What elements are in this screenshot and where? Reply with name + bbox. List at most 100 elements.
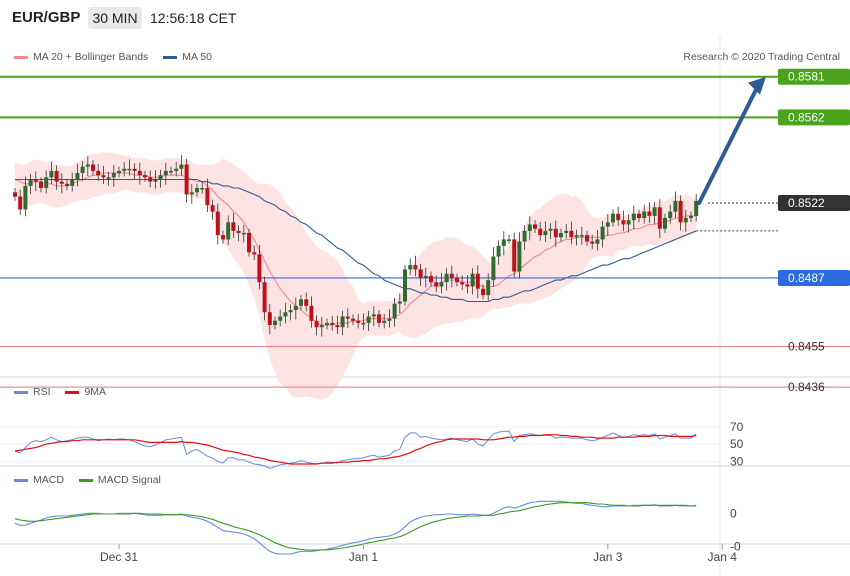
clock-label: 12:56:18 CET bbox=[150, 10, 237, 26]
candle-body bbox=[179, 164, 184, 169]
bollinger-legend-label: MA 20 + Bollinger Bands bbox=[33, 51, 149, 63]
candle-body bbox=[44, 177, 49, 189]
candle-body bbox=[507, 239, 511, 241]
candle-body bbox=[231, 222, 236, 231]
candle-body bbox=[325, 322, 329, 326]
candle-body bbox=[543, 230, 548, 236]
candle-body bbox=[200, 188, 205, 190]
candle-body bbox=[403, 269, 407, 302]
level-tag-current-2: 0.8522 bbox=[788, 196, 825, 210]
candle-body bbox=[621, 220, 626, 225]
macd-line bbox=[14, 500, 697, 555]
candle-body bbox=[169, 170, 173, 173]
rsi-legend: RSI 9MA bbox=[14, 386, 106, 398]
ma50-swatch bbox=[163, 55, 178, 59]
level-tag-support-4: 0.8455 bbox=[788, 339, 825, 353]
symbol-label: EUR/GBP bbox=[12, 9, 81, 26]
candle-body bbox=[252, 252, 257, 255]
candle-body bbox=[595, 239, 600, 244]
macd-tick-label: 0 bbox=[730, 506, 737, 520]
candle-body bbox=[392, 303, 397, 319]
candle-body bbox=[585, 235, 589, 242]
candle-body bbox=[221, 235, 225, 240]
candle-body bbox=[590, 241, 595, 244]
x-tick-label: Jan 3 bbox=[593, 550, 623, 564]
candle-body bbox=[397, 301, 402, 304]
candle-body bbox=[267, 312, 272, 326]
candle-body bbox=[75, 173, 80, 180]
candle-body bbox=[559, 233, 563, 238]
chart-header: EUR/GBP 30 MIN 12:56:18 CET bbox=[0, 0, 850, 36]
candle-body bbox=[564, 230, 569, 233]
candle-body bbox=[143, 175, 147, 178]
candle-body bbox=[387, 318, 392, 321]
candle-body bbox=[174, 168, 179, 171]
candle-body bbox=[486, 280, 491, 296]
candle-body bbox=[39, 181, 43, 189]
candle-body bbox=[626, 220, 631, 225]
candles-group bbox=[13, 155, 699, 337]
candle-body bbox=[366, 316, 371, 323]
candle-body bbox=[23, 185, 28, 210]
candle-body bbox=[668, 211, 673, 219]
candle-body bbox=[210, 205, 215, 212]
candle-body bbox=[475, 273, 480, 289]
candle-body bbox=[335, 325, 340, 328]
candle-body bbox=[408, 265, 413, 270]
rsi-ma-swatch bbox=[65, 390, 80, 394]
x-tick-label: Jan 1 bbox=[349, 550, 379, 564]
candle-body bbox=[293, 305, 298, 311]
rsi-tick-label: 50 bbox=[730, 437, 744, 451]
candle-body bbox=[512, 239, 517, 272]
candle-body bbox=[470, 273, 475, 287]
candle-body bbox=[122, 168, 127, 171]
candle-body bbox=[278, 316, 283, 321]
x-tick-label: Jan 4 bbox=[708, 550, 738, 564]
candle-body bbox=[423, 275, 428, 278]
candle-body bbox=[247, 233, 251, 253]
level-tag-pivot-3: 0.8487 bbox=[788, 271, 825, 285]
candle-body bbox=[418, 269, 423, 278]
candle-body bbox=[689, 215, 693, 219]
candle-body bbox=[678, 200, 683, 223]
timeframe-button[interactable]: 30 MIN bbox=[88, 7, 142, 29]
candle-body bbox=[340, 316, 345, 328]
candle-body bbox=[70, 179, 75, 186]
candle-body bbox=[158, 175, 163, 180]
candle-body bbox=[371, 314, 376, 317]
level-tag-resistance-0: 0.8581 bbox=[788, 70, 825, 84]
candle-body bbox=[101, 175, 106, 178]
candle-body bbox=[652, 207, 657, 216]
candle-body bbox=[304, 299, 309, 306]
candle-body bbox=[106, 177, 111, 179]
ma50-legend-label: MA 50 bbox=[182, 51, 212, 63]
candle-body bbox=[148, 177, 153, 182]
candle-body bbox=[111, 173, 116, 178]
candle-body bbox=[96, 170, 101, 176]
candle-body bbox=[351, 318, 355, 321]
candle-body bbox=[517, 241, 522, 272]
macd-signal-legend-label: MACD Signal bbox=[97, 474, 161, 486]
level-tag-bg-2 bbox=[778, 195, 850, 212]
projection-arrow-shaft bbox=[697, 83, 760, 206]
candle-body bbox=[91, 164, 95, 171]
candle-body bbox=[657, 207, 662, 229]
candle-body bbox=[683, 218, 688, 223]
candle-body bbox=[569, 230, 574, 238]
candle-body bbox=[288, 310, 293, 313]
candle-body bbox=[496, 245, 501, 257]
level-tag-bg-0 bbox=[778, 68, 850, 85]
candle-body bbox=[553, 228, 558, 238]
ma20-line bbox=[14, 172, 697, 326]
candle-body bbox=[382, 320, 387, 323]
x-tick-label: Dec 31 bbox=[100, 550, 138, 564]
candle-body bbox=[226, 222, 231, 240]
candle-body bbox=[574, 235, 579, 238]
candle-body bbox=[18, 196, 23, 210]
candle-body bbox=[80, 166, 85, 174]
macd-signal-swatch bbox=[78, 478, 93, 482]
candle-body bbox=[309, 305, 314, 321]
projection-arrow-head bbox=[748, 76, 766, 95]
candle-body bbox=[65, 183, 69, 186]
